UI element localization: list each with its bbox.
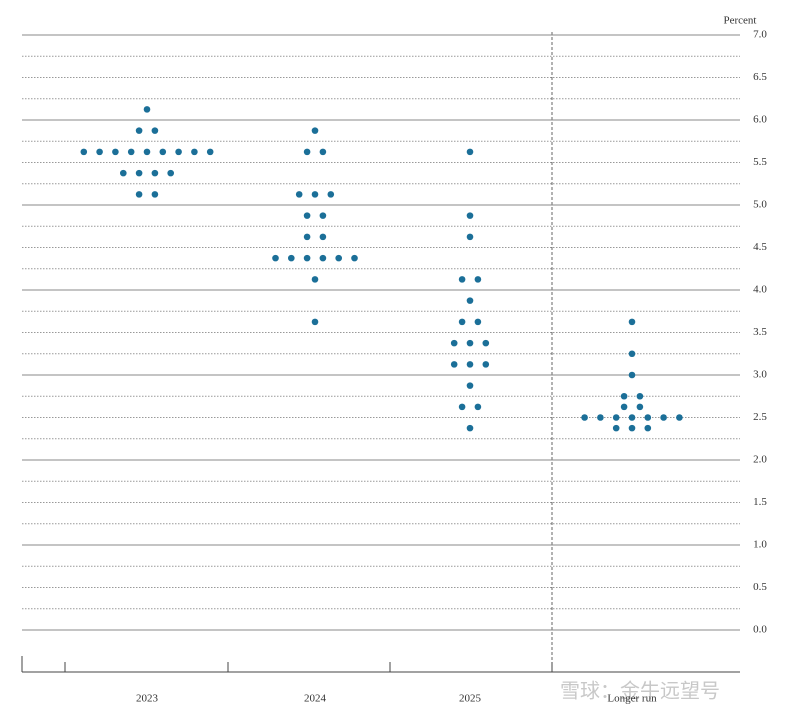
dot xyxy=(303,212,311,219)
dot xyxy=(466,339,474,347)
dot xyxy=(295,191,303,198)
y-tick-label: 2.5 xyxy=(753,411,767,423)
dot xyxy=(303,233,311,241)
dot xyxy=(319,233,327,241)
dot xyxy=(167,169,174,177)
dot xyxy=(351,254,358,262)
dot xyxy=(143,148,151,156)
dot xyxy=(628,318,636,326)
y-tick-label: 7.0 xyxy=(753,29,767,41)
y-tick-label: 3.5 xyxy=(753,326,767,338)
dot xyxy=(620,403,628,411)
dot xyxy=(644,414,652,421)
dot xyxy=(319,254,327,262)
dot xyxy=(303,254,311,262)
dot xyxy=(80,148,88,156)
dot xyxy=(628,371,636,379)
dot xyxy=(127,148,135,156)
dot xyxy=(628,424,636,432)
dot xyxy=(319,148,327,156)
dot xyxy=(311,276,319,283)
dot xyxy=(581,414,588,421)
dot xyxy=(466,212,474,219)
watermark: 雪球：金牛远望号 xyxy=(560,679,720,703)
dot xyxy=(458,318,466,326)
y-tick-label: 6.0 xyxy=(753,114,767,126)
dot xyxy=(466,382,474,389)
dot xyxy=(474,318,482,326)
dot xyxy=(327,191,335,198)
dot xyxy=(319,212,327,219)
dot xyxy=(450,361,458,368)
dot xyxy=(466,148,474,156)
dot xyxy=(143,106,151,113)
dot xyxy=(466,361,474,368)
dot xyxy=(151,191,159,198)
dot xyxy=(612,414,620,421)
y-axis-label: Percent xyxy=(724,15,757,27)
dot xyxy=(311,318,319,326)
dot xyxy=(474,276,482,283)
y-tick-label: 5.0 xyxy=(753,199,767,211)
dot xyxy=(272,254,279,262)
dot xyxy=(96,148,103,156)
y-tick-label: 0.0 xyxy=(753,624,767,636)
dot xyxy=(482,339,490,347)
dot xyxy=(620,392,628,400)
dot xyxy=(120,169,127,177)
dot xyxy=(474,403,482,411)
dot xyxy=(135,169,143,177)
dot xyxy=(628,350,636,358)
y-tick-label: 3.0 xyxy=(753,369,767,381)
dot xyxy=(288,254,295,262)
dot xyxy=(112,148,119,156)
dot xyxy=(644,424,652,432)
dot xyxy=(628,414,636,421)
dot xyxy=(636,392,644,400)
dot xyxy=(159,148,167,156)
dot xyxy=(466,233,474,241)
dot xyxy=(466,297,474,304)
dot xyxy=(458,403,466,411)
dot xyxy=(191,148,198,156)
y-tick-label: 1.5 xyxy=(753,496,767,508)
y-tick-label: 0.5 xyxy=(753,581,767,593)
dot xyxy=(303,148,311,156)
dot xyxy=(151,169,159,177)
dot xyxy=(135,127,143,134)
dot xyxy=(135,191,143,198)
x-tick-label: 2024 xyxy=(304,693,327,705)
y-tick-label: 5.5 xyxy=(753,156,767,168)
x-tick-label: 2025 xyxy=(459,693,482,705)
dot xyxy=(206,148,214,156)
dot xyxy=(151,127,159,134)
dot xyxy=(466,424,474,432)
x-tick-label: Longer run xyxy=(607,693,657,705)
dot xyxy=(660,414,667,421)
y-tick-label: 4.0 xyxy=(753,284,767,296)
dot xyxy=(450,339,458,347)
dot xyxy=(311,127,319,134)
dot xyxy=(482,361,490,368)
x-tick-label: 2023 xyxy=(136,693,159,705)
y-tick-label: 4.5 xyxy=(753,241,767,253)
dot xyxy=(636,403,644,411)
dot xyxy=(597,414,604,421)
dot xyxy=(311,191,319,198)
y-tick-label: 6.5 xyxy=(753,71,767,83)
dot xyxy=(175,148,182,156)
dot xyxy=(612,424,620,432)
dot xyxy=(676,414,683,421)
y-tick-label: 2.0 xyxy=(753,454,767,466)
dot xyxy=(335,254,343,262)
dot xyxy=(458,276,466,283)
y-tick-label: 1.0 xyxy=(753,539,767,551)
